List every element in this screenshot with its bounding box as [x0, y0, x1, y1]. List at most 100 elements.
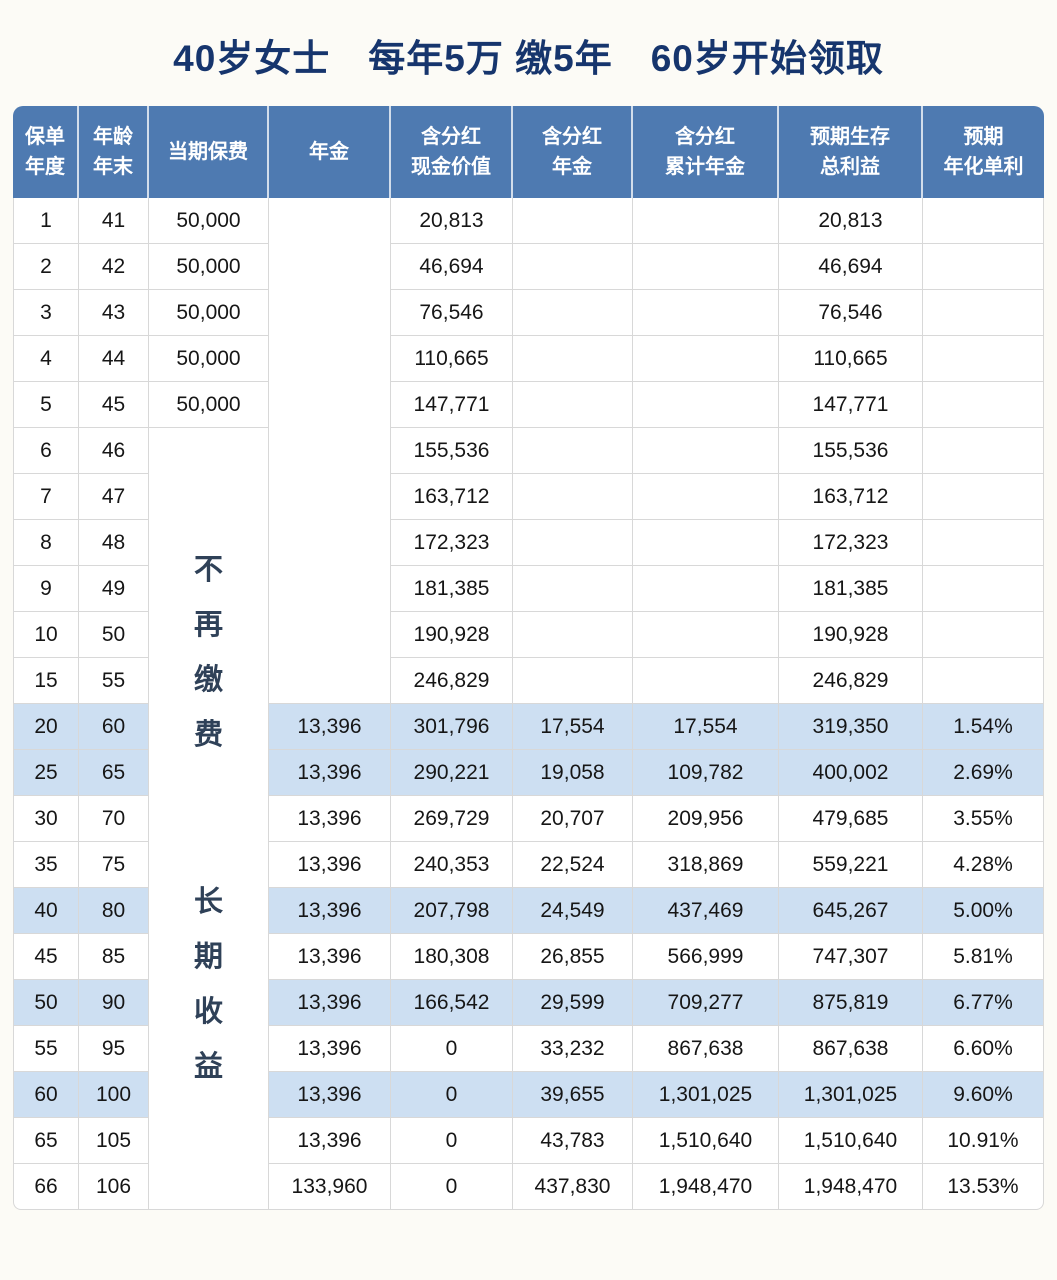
cell-annualized-simple-rate: [923, 336, 1044, 382]
table-row: 55 95 13,396 0 33,232 867,638 867,638 6.60%: [13, 1026, 1044, 1072]
table-row: 5 45 50,000 147,771 147,771: [13, 382, 1044, 428]
col-header-premium: 当期保费: [149, 106, 269, 198]
cell-annuity-with-dividend: 437,830: [513, 1164, 633, 1210]
col-header-annuity-with-dividend: 含分红 年金: [513, 106, 633, 198]
cell-annualized-simple-rate: 5.00%: [923, 888, 1044, 934]
cell-annuity-with-dividend: [513, 198, 633, 244]
cell-annualized-simple-rate: 3.55%: [923, 796, 1044, 842]
cell-annuity: 13,396: [269, 1026, 391, 1072]
table-body: 1 41 50,000 20,813 20,813 2 42 50,000 46,694 46,6…: [13, 198, 1044, 1210]
cell-policy-year: 7: [13, 474, 79, 520]
cell-cash-value-with-dividend: 0: [391, 1072, 513, 1118]
cell-policy-year: 25: [13, 750, 79, 796]
cell-cash-value-with-dividend: 166,542: [391, 980, 513, 1026]
table-row: 6 46 不再缴费长期收益 155,536 155,536: [13, 428, 1044, 1210]
table-row: 50 90 13,396 166,542 29,599 709,277 875,819 6.7…: [13, 980, 1044, 1026]
cell-expected-total-benefit: 190,928: [779, 612, 923, 658]
cell-age: 60: [79, 704, 149, 750]
cell-annuity: 13,396: [269, 888, 391, 934]
cell-annuity-with-dividend: 39,655: [513, 1072, 633, 1118]
cell-cash-value-with-dividend: 181,385: [391, 566, 513, 612]
cell-annualized-simple-rate: [923, 474, 1044, 520]
cell-annuity: 133,960: [269, 1164, 391, 1210]
table-row: 66 106 133,960 0 437,830 1,948,470 1,948,470 13…: [13, 1164, 1044, 1210]
cell-premium: 50,000: [149, 290, 269, 336]
col-header-annuity: 年金: [269, 106, 391, 198]
cell-cumulative-annuity-with-dividend: [633, 658, 779, 704]
cell-age: 55: [79, 658, 149, 704]
cell-annuity-with-dividend: 29,599: [513, 980, 633, 1026]
cell-annualized-simple-rate: 9.60%: [923, 1072, 1044, 1118]
cell-cumulative-annuity-with-dividend: 17,554: [633, 704, 779, 750]
cell-expected-total-benefit: 172,323: [779, 520, 923, 566]
cell-cumulative-annuity-with-dividend: [633, 290, 779, 336]
cell-expected-total-benefit: 400,002: [779, 750, 923, 796]
cell-cash-value-with-dividend: 147,771: [391, 382, 513, 428]
cell-cash-value-with-dividend: 110,665: [391, 336, 513, 382]
cell-cumulative-annuity-with-dividend: 566,999: [633, 934, 779, 980]
cell-annuity: 13,396: [269, 934, 391, 980]
cell-annuity-with-dividend: [513, 658, 633, 704]
page-title: 40岁女士 每年5万 缴5年 60岁开始领取: [173, 38, 884, 79]
cell-cumulative-annuity-with-dividend: 318,869: [633, 842, 779, 888]
cell-cumulative-annuity-with-dividend: 1,948,470: [633, 1164, 779, 1210]
cell-expected-total-benefit: 875,819: [779, 980, 923, 1026]
cell-annualized-simple-rate: [923, 198, 1044, 244]
table-row: 45 85 13,396 180,308 26,855 566,999 747,307 5.8…: [13, 934, 1044, 980]
cell-annuity: 13,396: [269, 750, 391, 796]
cell-annualized-simple-rate: [923, 612, 1044, 658]
table-row: 60 100 13,396 0 39,655 1,301,025 1,301,025 9.60…: [13, 1072, 1044, 1118]
cell-policy-year: 45: [13, 934, 79, 980]
cell-expected-total-benefit: 1,301,025: [779, 1072, 923, 1118]
table-row: 10 50 190,928 190,928: [13, 612, 1044, 658]
cell-age: 48: [79, 520, 149, 566]
cell-expected-total-benefit: 1,948,470: [779, 1164, 923, 1210]
cell-policy-year: 6: [13, 428, 79, 474]
table-row: 40 80 13,396 207,798 24,549 437,469 645,267 5.0…: [13, 888, 1044, 934]
cell-age: 85: [79, 934, 149, 980]
cell-expected-total-benefit: 1,510,640: [779, 1118, 923, 1164]
cell-cumulative-annuity-with-dividend: [633, 566, 779, 612]
table-row: 20 60 13,396 301,796 17,554 17,554 319,350 1.54…: [13, 704, 1044, 750]
cell-annuity-with-dividend: [513, 290, 633, 336]
cell-policy-year: 15: [13, 658, 79, 704]
cell-expected-total-benefit: 747,307: [779, 934, 923, 980]
cell-expected-total-benefit: 867,638: [779, 1026, 923, 1072]
cell-age: 75: [79, 842, 149, 888]
cell-annuity-with-dividend: 17,554: [513, 704, 633, 750]
cell-annualized-simple-rate: 13.53%: [923, 1164, 1044, 1210]
col-header-expected-total-benefit: 预期生存 总利益: [779, 106, 923, 198]
cell-annualized-simple-rate: [923, 428, 1044, 474]
cell-cumulative-annuity-with-dividend: 437,469: [633, 888, 779, 934]
cell-policy-year: 9: [13, 566, 79, 612]
table-row: 8 48 172,323 172,323: [13, 520, 1044, 566]
cell-policy-year: 10: [13, 612, 79, 658]
cell-premium: 50,000: [149, 244, 269, 290]
cell-annualized-simple-rate: [923, 382, 1044, 428]
cell-annuity-with-dividend: [513, 428, 633, 474]
cell-cumulative-annuity-with-dividend: [633, 428, 779, 474]
cell-age: 90: [79, 980, 149, 1026]
cell-age: 43: [79, 290, 149, 336]
cell-cash-value-with-dividend: 172,323: [391, 520, 513, 566]
cell-policy-year: 3: [13, 290, 79, 336]
cell-annuity: 13,396: [269, 796, 391, 842]
cell-cash-value-with-dividend: 0: [391, 1118, 513, 1164]
cell-age: 80: [79, 888, 149, 934]
cell-cash-value-with-dividend: 20,813: [391, 198, 513, 244]
cell-annualized-simple-rate: [923, 290, 1044, 336]
cell-cash-value-with-dividend: 190,928: [391, 612, 513, 658]
table-row: 15 55 246,829 246,829: [13, 658, 1044, 704]
cell-age: 100: [79, 1072, 149, 1118]
cell-expected-total-benefit: 147,771: [779, 382, 923, 428]
cell-expected-total-benefit: 246,829: [779, 658, 923, 704]
cell-policy-year: 60: [13, 1072, 79, 1118]
cell-cumulative-annuity-with-dividend: 867,638: [633, 1026, 779, 1072]
cell-annuity-with-dividend: 24,549: [513, 888, 633, 934]
table-header: 保单 年度 年龄 年末 当期保费 年金 含分红 现金价值 含: [13, 106, 1044, 198]
table-row: 7 47 163,712 163,712: [13, 474, 1044, 520]
note-no-more-premium: 不再缴费: [193, 553, 223, 751]
cell-cumulative-annuity-with-dividend: [633, 336, 779, 382]
premium-notes: 不再缴费长期收益: [149, 428, 268, 1209]
benefit-table: 保单 年度 年龄 年末 当期保费 年金 含分红 现金价值 含: [13, 106, 1044, 1210]
